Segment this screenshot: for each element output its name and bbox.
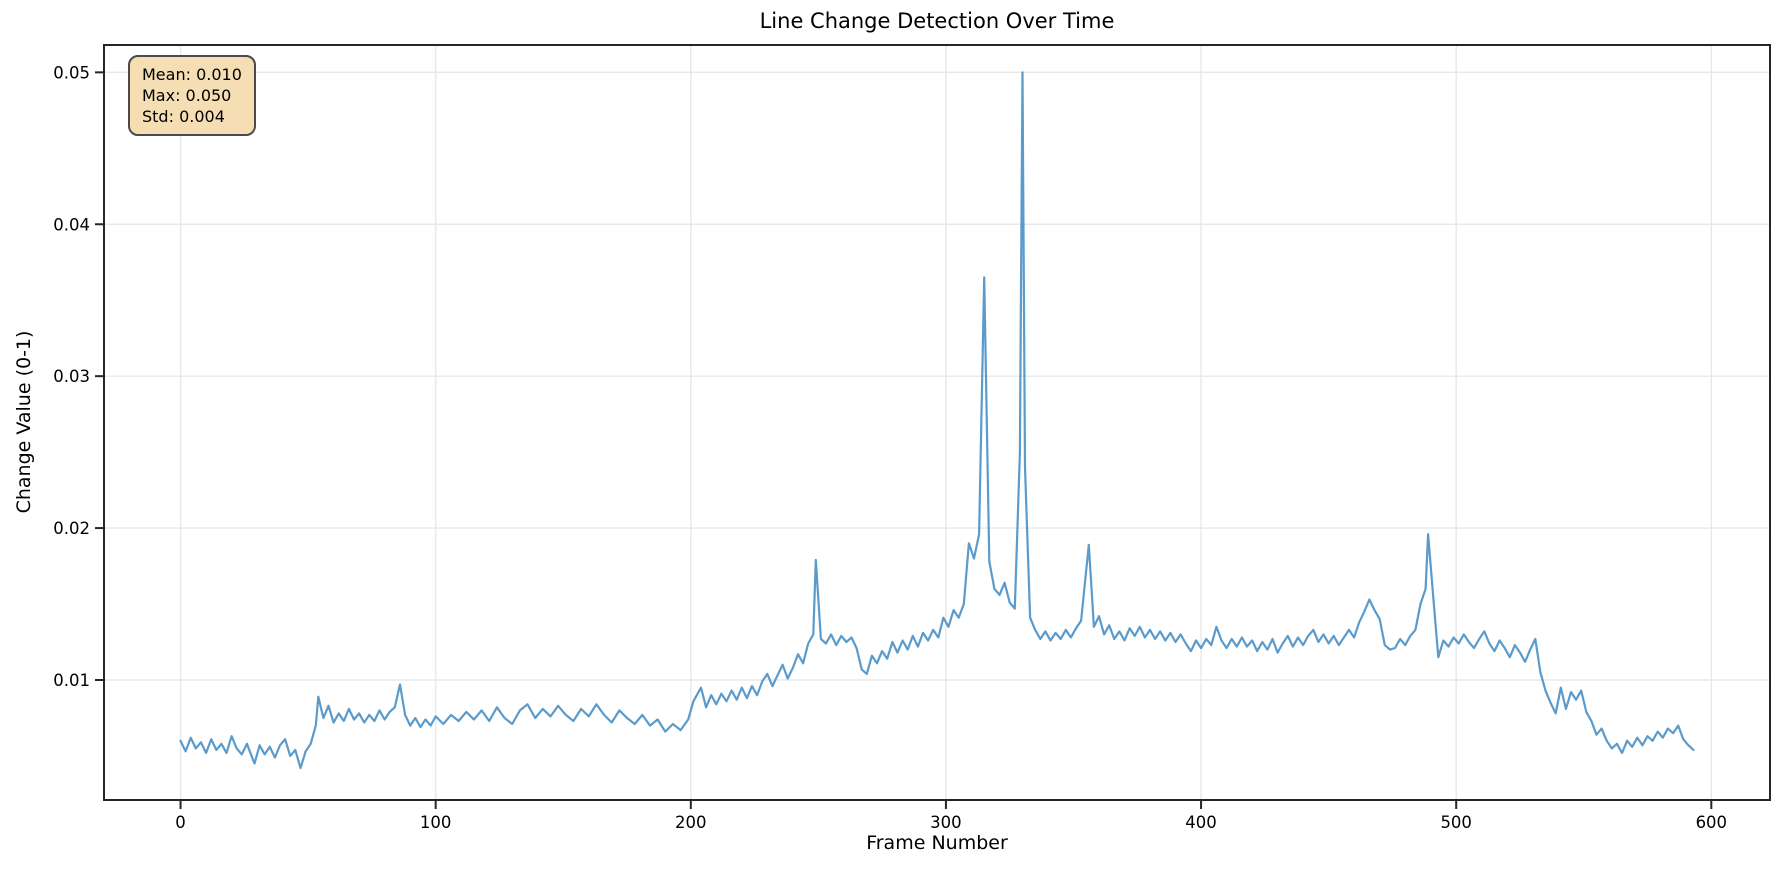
- stats-max: Max: 0.050: [142, 86, 232, 105]
- x-tick-label: 600: [1696, 813, 1728, 832]
- chart-title: Line Change Detection Over Time: [759, 9, 1115, 33]
- y-tick-label: 0.03: [53, 367, 90, 386]
- y-tick-label: 0.04: [53, 215, 90, 234]
- x-tick-label: 200: [675, 813, 707, 832]
- stats-std: Std: 0.004: [142, 107, 225, 126]
- stats-mean: Mean: 0.010: [142, 65, 242, 84]
- x-tick-label: 100: [420, 813, 452, 832]
- y-tick-label: 0.02: [53, 519, 90, 538]
- x-tick-label: 400: [1185, 813, 1217, 832]
- x-tick-label: 500: [1440, 813, 1472, 832]
- x-axis-label: Frame Number: [866, 832, 1008, 854]
- y-tick-label: 0.05: [53, 63, 90, 82]
- x-tick-label: 300: [930, 813, 962, 832]
- plot-border: [103, 44, 1771, 801]
- x-tick-label: 0: [175, 813, 186, 832]
- stats-box: Mean: 0.010 Max: 0.050 Std: 0.004: [128, 55, 256, 136]
- y-tick-label: 0.01: [53, 671, 90, 690]
- data-line: [179, 71, 1695, 770]
